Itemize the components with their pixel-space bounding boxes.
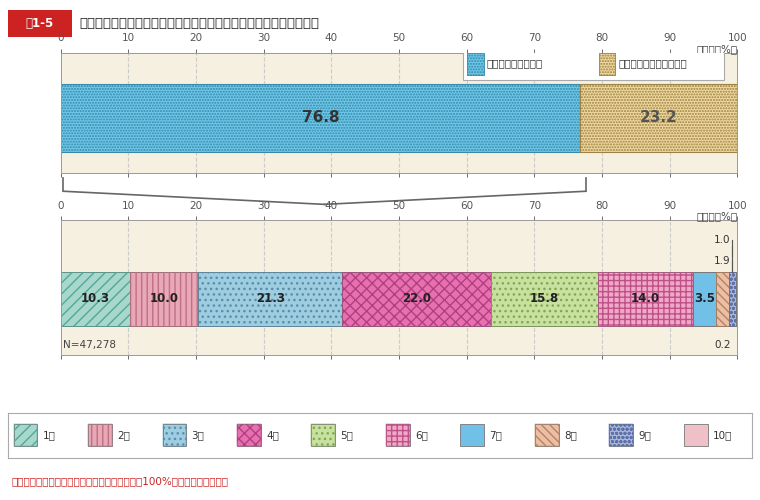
Text: 10.0: 10.0	[150, 292, 179, 305]
Text: N=47,278: N=47,278	[63, 340, 116, 350]
Text: 0.2: 0.2	[714, 340, 730, 350]
Bar	[198, 272, 342, 326]
Text: 76.8: 76.8	[302, 110, 340, 125]
Text: （単位：%）: （単位：%）	[696, 44, 737, 54]
Text: 10級: 10級	[713, 430, 733, 440]
Text: 10.3: 10.3	[81, 292, 110, 305]
Bar	[131, 272, 198, 326]
Bar	[598, 272, 692, 326]
Text: 1.0: 1.0	[714, 236, 730, 245]
Text: 8級: 8級	[564, 430, 577, 440]
Bar	[312, 424, 335, 446]
Bar	[467, 52, 483, 74]
Text: 9級: 9級	[638, 430, 651, 440]
Text: 行政職俸給表（一）以外: 行政職俸給表（一）以外	[619, 58, 688, 68]
Text: （注）下段は、行政職俸給表（一）の回答者を100%とした割合である。: （注）下段は、行政職俸給表（一）の回答者を100%とした割合である。	[11, 476, 228, 486]
Bar	[386, 424, 410, 446]
Bar	[716, 272, 729, 326]
Text: 3.5: 3.5	[694, 292, 715, 305]
Bar	[163, 424, 186, 446]
Bar	[88, 424, 112, 446]
Bar	[461, 424, 484, 446]
Bar	[342, 272, 491, 326]
Bar	[599, 52, 616, 74]
Bar	[342, 272, 491, 326]
Bar	[598, 272, 692, 326]
Text: 4級: 4級	[266, 430, 279, 440]
Bar	[312, 424, 335, 446]
Bar	[581, 84, 737, 152]
Text: 14.0: 14.0	[631, 292, 660, 305]
Bar	[535, 424, 559, 446]
Text: 15.8: 15.8	[530, 292, 559, 305]
Bar	[491, 272, 598, 326]
Bar	[491, 272, 598, 326]
Text: 21.3: 21.3	[255, 292, 285, 305]
Bar	[8, 10, 72, 38]
Bar	[386, 424, 410, 446]
Bar	[131, 272, 198, 326]
Text: 3級: 3級	[192, 430, 204, 440]
Text: 22.0: 22.0	[402, 292, 431, 305]
Bar	[736, 272, 737, 326]
Text: （単位：%）: （単位：%）	[696, 212, 737, 222]
Bar	[535, 424, 559, 446]
Bar	[581, 84, 737, 152]
Bar	[198, 272, 342, 326]
Bar	[464, 48, 724, 80]
Bar	[61, 272, 131, 326]
Bar	[14, 424, 37, 446]
Bar	[610, 424, 633, 446]
Bar	[467, 52, 483, 74]
Bar	[61, 272, 131, 326]
Bar	[14, 424, 37, 446]
Bar	[237, 424, 261, 446]
Bar	[716, 272, 729, 326]
Bar	[610, 424, 633, 446]
Text: 1.9: 1.9	[714, 256, 730, 266]
Text: 7級: 7級	[489, 430, 502, 440]
Bar	[61, 84, 581, 152]
Bar	[163, 424, 186, 446]
Bar	[692, 272, 716, 326]
Text: 2級: 2級	[117, 430, 130, 440]
Text: 6級: 6級	[415, 430, 428, 440]
Bar	[729, 272, 736, 326]
Text: 図1-5: 図1-5	[25, 16, 54, 30]
Text: 俸給表別回答者内訳、行政職俸給表（一）の職務の級別回答者内訳: 俸給表別回答者内訳、行政職俸給表（一）の職務の級別回答者内訳	[80, 16, 320, 30]
Text: 23.2: 23.2	[640, 110, 678, 125]
Bar	[237, 424, 261, 446]
Bar	[729, 272, 736, 326]
Text: 5級: 5級	[340, 430, 353, 440]
Text: 行政職俸給表（一）: 行政職俸給表（一）	[487, 58, 543, 68]
Bar	[599, 52, 616, 74]
Bar	[61, 84, 581, 152]
Text: 1級: 1級	[43, 430, 55, 440]
Bar	[684, 424, 708, 446]
Bar	[88, 424, 112, 446]
